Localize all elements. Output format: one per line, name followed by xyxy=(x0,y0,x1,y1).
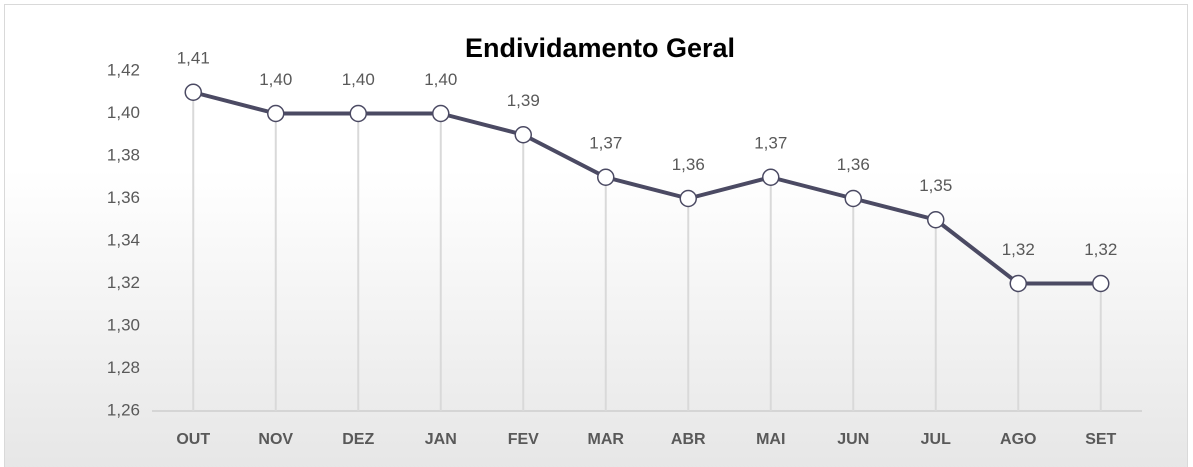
marker xyxy=(927,211,945,229)
x-tick-label: ABR xyxy=(671,431,706,448)
x-tick-label: JUN xyxy=(837,431,869,448)
marker xyxy=(1009,274,1027,293)
value-label: 1,40 xyxy=(259,70,292,89)
marker xyxy=(184,83,202,101)
line xyxy=(192,90,1101,286)
x-tick-label: DEZ xyxy=(342,431,374,448)
marker xyxy=(1092,274,1110,293)
value-label: 1,40 xyxy=(342,70,375,89)
y-tick-label: 1,26 xyxy=(107,400,140,419)
value-label: 1,32 xyxy=(1084,240,1117,259)
value-label: 1,41 xyxy=(177,49,210,68)
value-label: 1,36 xyxy=(672,155,705,174)
x-tick-label: MAI xyxy=(756,431,785,448)
y-tick-label: 1,28 xyxy=(107,358,140,377)
marker xyxy=(844,189,862,208)
y-tick-label: 1,36 xyxy=(107,188,140,207)
value-label: 1,32 xyxy=(1002,240,1035,259)
x-tick-label: JUL xyxy=(921,431,951,448)
marker xyxy=(432,104,450,123)
x-tick-label: OUT xyxy=(176,431,210,448)
marker xyxy=(597,168,615,186)
y-tick-label: 1,32 xyxy=(107,273,140,292)
value-label: 1,39 xyxy=(507,91,540,110)
y-tick-label: 1,38 xyxy=(107,145,140,164)
y-tick-label: 1,42 xyxy=(107,60,140,79)
value-label: 1,40 xyxy=(424,70,457,89)
value-label: 1,37 xyxy=(589,134,622,153)
marker xyxy=(762,168,780,186)
marker xyxy=(349,104,367,123)
x-tick-label: NOV xyxy=(258,431,293,448)
marker xyxy=(679,189,697,208)
value-label: 1,35 xyxy=(919,176,952,195)
x-tick-label: SET xyxy=(1085,431,1116,448)
marker xyxy=(514,126,532,144)
marker xyxy=(267,104,285,123)
x-tick-label: FEV xyxy=(508,431,539,448)
x-tick-label: JAN xyxy=(425,431,457,448)
chart-frame xyxy=(4,4,1188,467)
y-tick-label: 1,30 xyxy=(107,315,140,334)
x-tick-label: AGO xyxy=(1000,431,1036,448)
chart-title: Endividamento Geral xyxy=(465,33,735,63)
y-tick-label: 1,34 xyxy=(107,230,140,249)
value-label: 1,36 xyxy=(837,155,870,174)
value-label: 1,37 xyxy=(754,134,787,153)
y-tick-label: 1,40 xyxy=(107,103,140,122)
x-tick-label: MAR xyxy=(588,431,625,448)
